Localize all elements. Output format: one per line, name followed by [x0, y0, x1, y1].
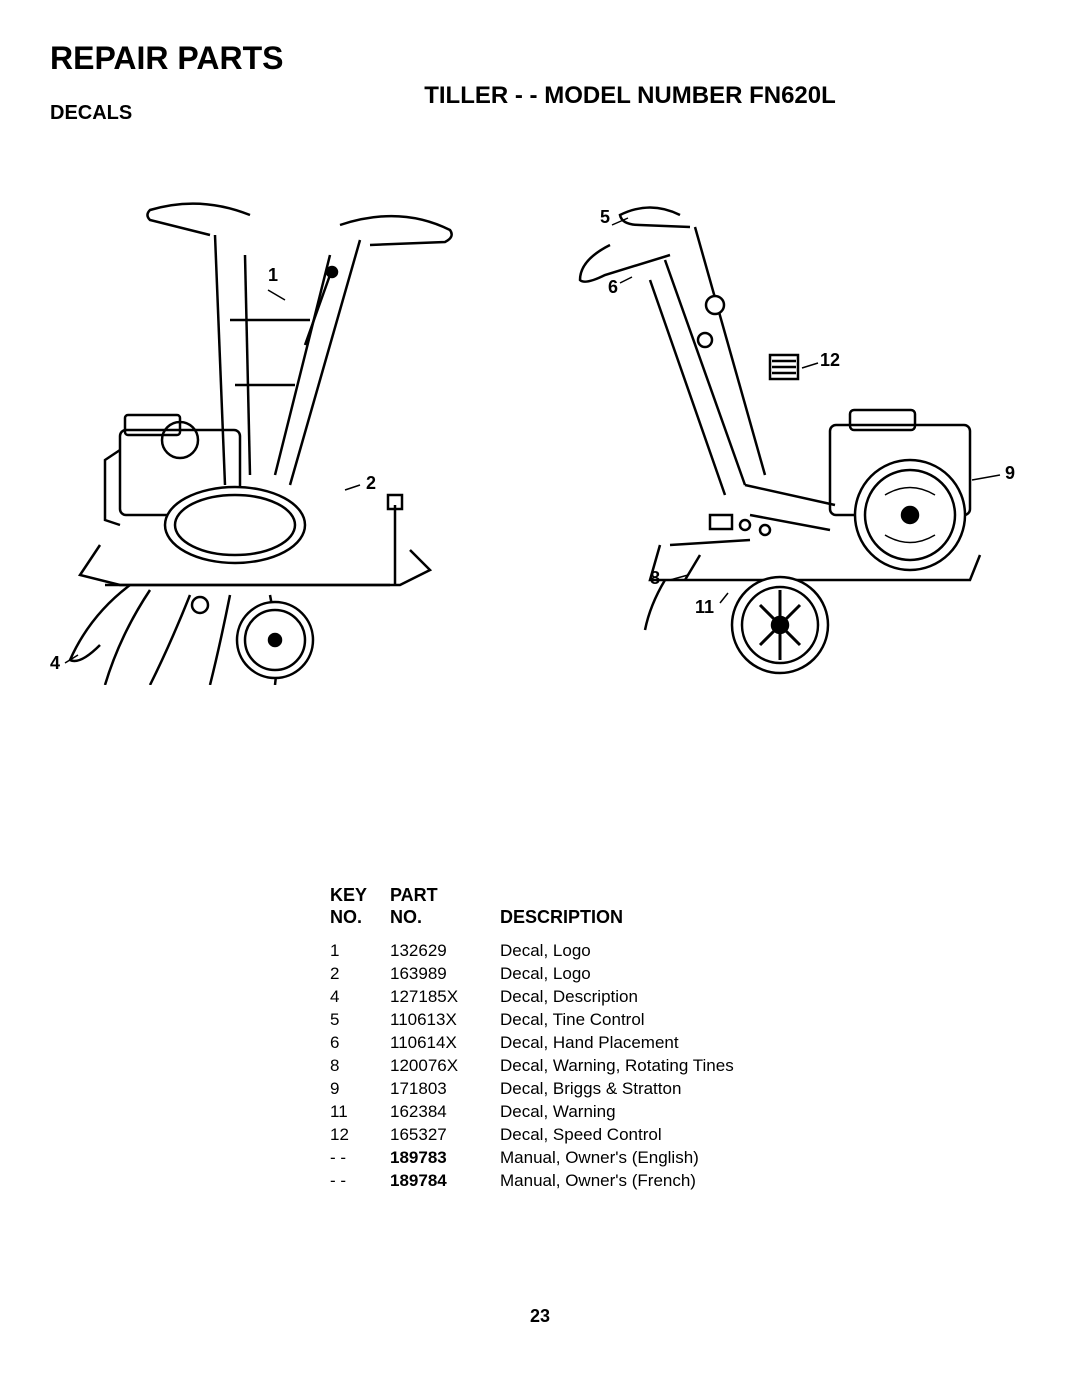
callout-1: 1	[268, 265, 278, 286]
cell-key-no: 12	[330, 1124, 390, 1147]
table-row: 8120076XDecal, Warning, Rotating Tines	[330, 1055, 1030, 1078]
cell-key-no: 4	[330, 986, 390, 1009]
cell-part-no: 171803	[390, 1078, 500, 1101]
cell-part-no: 189783	[390, 1147, 500, 1170]
cell-key-no: 2	[330, 963, 390, 986]
cell-description: Decal, Description	[500, 986, 840, 1009]
header-key-no: KEYNO.	[330, 885, 390, 928]
callout-5: 5	[600, 207, 610, 228]
diagrams-region: 1 2 4	[50, 185, 1030, 705]
table-body: 1132629Decal, Logo2163989Decal, Logo4127…	[330, 940, 1030, 1192]
cell-description: Decal, Logo	[500, 963, 840, 986]
cell-description: Decal, Tine Control	[500, 1009, 840, 1032]
table-row: 9171803Decal, Briggs & Stratton	[330, 1078, 1030, 1101]
table-row: 12165327Decal, Speed Control	[330, 1124, 1030, 1147]
cell-part-no: 110614X	[390, 1032, 500, 1055]
cell-part-no: 189784	[390, 1170, 500, 1193]
cell-key-no: 6	[330, 1032, 390, 1055]
cell-description: Decal, Briggs & Stratton	[500, 1078, 840, 1101]
cell-key-no: 1	[330, 940, 390, 963]
cell-description: Manual, Owner's (French)	[500, 1170, 840, 1193]
cell-part-no: 132629	[390, 940, 500, 963]
page-number: 23	[0, 1306, 1080, 1327]
header-description: DESCRIPTION	[500, 907, 840, 929]
cell-description: Decal, Hand Placement	[500, 1032, 840, 1055]
cell-description: Manual, Owner's (English)	[500, 1147, 840, 1170]
tiller-left-illustration	[50, 185, 490, 685]
table-header-row: KEYNO. PARTNO. DESCRIPTION	[330, 885, 1030, 928]
table-row: 6110614XDecal, Hand Placement	[330, 1032, 1030, 1055]
callout-6: 6	[608, 277, 618, 298]
cell-part-no: 120076X	[390, 1055, 500, 1078]
cell-key-no: - -	[330, 1147, 390, 1170]
table-row: - -189783Manual, Owner's (English)	[330, 1147, 1030, 1170]
cell-key-no: 11	[330, 1101, 390, 1124]
table-row: 5110613XDecal, Tine Control	[330, 1009, 1030, 1032]
table-row: 4127185XDecal, Description	[330, 986, 1030, 1009]
callout-9: 9	[1005, 463, 1015, 484]
callout-8: 8	[650, 568, 660, 589]
cell-key-no: 5	[330, 1009, 390, 1032]
cell-part-no: 163989	[390, 963, 500, 986]
table-row: - -189784Manual, Owner's (French)	[330, 1170, 1030, 1193]
callout-12: 12	[820, 350, 840, 371]
diagram-right: 5 6 12 9 8 11	[550, 185, 1030, 685]
cell-key-no: - -	[330, 1170, 390, 1193]
table-row: 1132629Decal, Logo	[330, 940, 1030, 963]
page-title: REPAIR PARTS	[50, 40, 1030, 77]
table-row: 2163989Decal, Logo	[330, 963, 1030, 986]
tiller-right-illustration	[550, 185, 1030, 685]
cell-key-no: 8	[330, 1055, 390, 1078]
table-row: 11162384Decal, Warning	[330, 1101, 1030, 1124]
cell-part-no: 110613X	[390, 1009, 500, 1032]
parts-table: KEYNO. PARTNO. DESCRIPTION 1132629Decal,…	[330, 885, 1030, 1193]
cell-part-no: 127185X	[390, 986, 500, 1009]
cell-description: Decal, Warning, Rotating Tines	[500, 1055, 840, 1078]
header-part-no: PARTNO.	[390, 885, 500, 928]
callout-11: 11	[695, 597, 714, 618]
cell-part-no: 165327	[390, 1124, 500, 1147]
diagram-left: 1 2 4	[50, 185, 490, 685]
cell-part-no: 162384	[390, 1101, 500, 1124]
callout-4: 4	[50, 653, 60, 674]
callout-2: 2	[366, 473, 376, 494]
cell-key-no: 9	[330, 1078, 390, 1101]
cell-description: Decal, Speed Control	[500, 1124, 840, 1147]
cell-description: Decal, Logo	[500, 940, 840, 963]
cell-description: Decal, Warning	[500, 1101, 840, 1124]
